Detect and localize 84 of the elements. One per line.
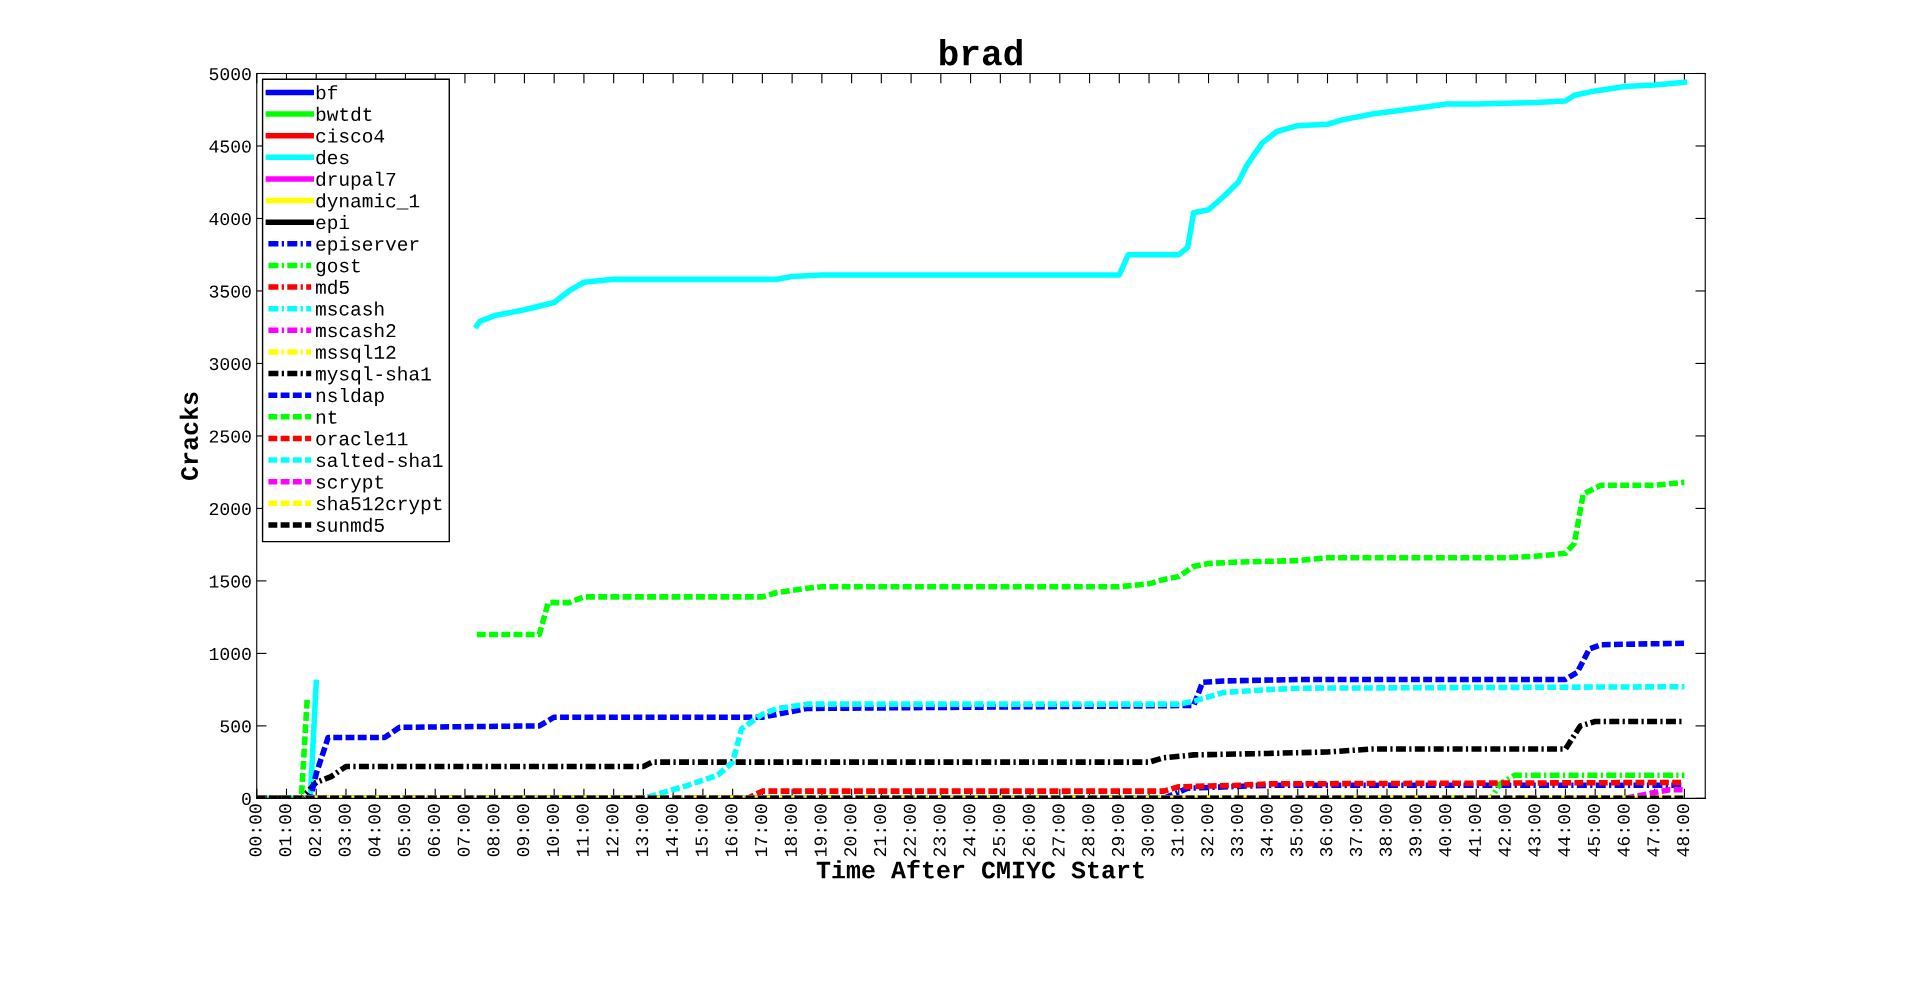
x-tick-label: 35:00: [1290, 804, 1303, 857]
x-tick-label: 10:00: [546, 804, 560, 857]
legend-label: gost: [316, 259, 360, 277]
x-tick-label: 27:00: [1052, 804, 1065, 857]
legend-label: md5: [316, 279, 349, 295]
y-tick-label: 3000: [209, 357, 251, 371]
x-tick-label: 29:00: [1111, 804, 1125, 857]
x-tick-label: 22:00: [903, 804, 916, 857]
x-tick-label: 19:00: [814, 804, 827, 857]
x-tick-label: 47:00: [1647, 804, 1660, 857]
legend-label: bf: [316, 85, 338, 100]
x-tick-label: 37:00: [1349, 804, 1363, 857]
legend-label: mscash2: [316, 323, 396, 338]
legend-label: nsldap: [316, 387, 384, 407]
x-tick-label: 05:00: [398, 804, 411, 857]
x-tick-label: 40:00: [1439, 804, 1452, 857]
x-tick-label: 24:00: [963, 804, 976, 857]
x-tick-label: 20:00: [844, 804, 857, 857]
y-tick-label: 1000: [209, 647, 251, 661]
legend-label: bwtdt: [316, 106, 372, 122]
x-tick-label: 17:00: [754, 804, 768, 857]
x-tick-label: 34:00: [1260, 804, 1273, 857]
y-axis-title: Cracks: [179, 392, 199, 480]
x-tick-label: 44:00: [1558, 804, 1571, 857]
x-tick-label: 39:00: [1409, 804, 1422, 857]
x-tick-label: 28:00: [1082, 804, 1095, 857]
x-tick-label: 30:00: [1141, 804, 1154, 857]
y-tick-label: 0: [242, 792, 251, 806]
legend-label: mysql-sha1: [316, 366, 431, 385]
legend-label: sunmd5: [316, 517, 384, 532]
y-tick-label: 3500: [209, 285, 251, 298]
x-tick-label: 43:00: [1528, 804, 1541, 857]
y-tick-label: 4500: [209, 140, 251, 153]
x-tick-label: 48:00: [1677, 804, 1690, 857]
x-tick-label: 13:00: [636, 804, 649, 857]
x-tick-label: 41:00: [1468, 804, 1482, 857]
x-tick-label: 04:00: [368, 804, 381, 857]
y-tick-label: 2500: [209, 430, 251, 443]
x-tick-label: 38:00: [1379, 804, 1392, 857]
x-tick-label: 12:00: [606, 804, 619, 857]
legend-label: mscash: [316, 301, 384, 316]
x-tick-label: 18:00: [784, 804, 797, 857]
x-tick-label: 45:00: [1587, 804, 1601, 857]
legend-label: drupal7: [316, 171, 396, 190]
x-tick-label: 15:00: [695, 804, 708, 857]
legend-label: scrypt: [316, 475, 384, 493]
x-tick-label: 16:00: [725, 804, 738, 857]
x-tick-label: 14:00: [665, 804, 678, 857]
legend-label: des: [316, 150, 349, 165]
y-tick-label: 2000: [209, 502, 251, 516]
x-tick-label: 33:00: [1230, 804, 1244, 857]
legend-label: cisco4: [316, 128, 385, 143]
x-tick-label: 01:00: [279, 804, 292, 857]
legend-label: episerver: [316, 236, 419, 255]
x-tick-label: 25:00: [992, 804, 1006, 857]
y-tick-label: 1500: [209, 575, 251, 588]
legend-label: dynamic_1: [316, 193, 420, 212]
x-tick-label: 23:00: [933, 804, 946, 857]
x-tick-label: 36:00: [1320, 804, 1333, 857]
x-tick-label: 21:00: [873, 804, 887, 857]
x-tick-label: 26:00: [1022, 804, 1035, 857]
legend-label: sha512crypt: [316, 496, 442, 515]
legend-label: epi: [316, 214, 350, 234]
x-tick-label: 32:00: [1201, 804, 1214, 857]
x-tick-label: 06:00: [427, 804, 441, 857]
legend-label: nt: [316, 410, 337, 424]
x-tick-label: 09:00: [517, 804, 530, 857]
x-tick-label: 11:00: [576, 804, 589, 857]
x-tick-label: 08:00: [487, 804, 500, 857]
x-tick-label: 07:00: [457, 804, 470, 857]
x-tick-label: 02:00: [308, 804, 322, 857]
legend-label: oracle11: [316, 431, 408, 446]
x-axis-title: Time After CMIYC Start: [816, 859, 1144, 879]
legend-label: salted-sha1: [316, 452, 443, 468]
y-tick-label: 4000: [209, 212, 251, 226]
x-tick-label: 42:00: [1498, 804, 1511, 857]
x-tick-label: 31:00: [1171, 804, 1184, 857]
chart-title: brad: [940, 38, 1022, 66]
x-tick-label: 46:00: [1617, 804, 1630, 857]
x-tick-label: 00:00: [249, 804, 262, 857]
y-tick-label: 500: [220, 720, 251, 733]
y-tick-label: 5000: [209, 67, 251, 81]
legend-label: mssql12: [316, 344, 396, 363]
x-tick-label: 03:00: [338, 804, 351, 857]
